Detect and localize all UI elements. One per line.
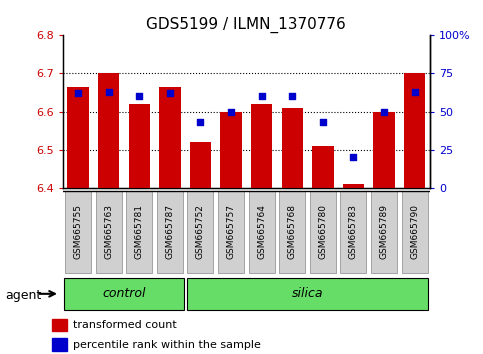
Bar (98, 73, 119, 188)
Bar (157, 191, 183, 273)
Bar (220, 112, 242, 188)
Bar (186, 278, 428, 310)
Text: control: control (102, 287, 146, 299)
Point (380, 109, 388, 114)
Bar (218, 191, 244, 273)
Point (258, 93, 266, 99)
Bar (404, 73, 425, 188)
Text: GSM665752: GSM665752 (196, 204, 205, 259)
Text: GSM665790: GSM665790 (410, 204, 419, 259)
Bar (251, 104, 272, 188)
Bar (128, 104, 150, 188)
Text: GSM665789: GSM665789 (380, 204, 388, 259)
Bar (343, 184, 364, 188)
Text: GSM665764: GSM665764 (257, 204, 266, 259)
Text: GSM665781: GSM665781 (135, 204, 144, 259)
Bar (53, 338, 67, 351)
Text: GSM665763: GSM665763 (104, 204, 113, 259)
Point (288, 93, 296, 99)
Point (227, 109, 235, 114)
Point (135, 93, 143, 99)
Text: transformed count: transformed count (73, 320, 177, 330)
Text: GSM665780: GSM665780 (318, 204, 327, 259)
Bar (64, 278, 184, 310)
Title: GDS5199 / ILMN_1370776: GDS5199 / ILMN_1370776 (146, 16, 346, 33)
Bar (53, 319, 67, 331)
Bar (65, 191, 91, 273)
Point (319, 119, 327, 125)
Text: GSM665787: GSM665787 (165, 204, 174, 259)
Bar (310, 191, 336, 273)
Bar (190, 142, 211, 188)
Bar (401, 191, 427, 273)
Text: silica: silica (292, 287, 323, 299)
Text: GSM665768: GSM665768 (288, 204, 297, 259)
Bar (282, 108, 303, 188)
Bar (373, 112, 395, 188)
Bar (187, 191, 213, 273)
Text: agent: agent (5, 289, 41, 302)
Text: GSM665755: GSM665755 (73, 204, 83, 259)
Bar (68, 87, 89, 188)
Point (197, 119, 204, 125)
Bar (279, 191, 305, 273)
Text: percentile rank within the sample: percentile rank within the sample (73, 339, 261, 350)
Text: GSM665783: GSM665783 (349, 204, 358, 259)
Bar (312, 146, 333, 188)
Bar (249, 191, 275, 273)
Bar (126, 191, 152, 273)
Point (74, 90, 82, 96)
Point (411, 89, 418, 95)
Bar (371, 191, 397, 273)
Point (166, 90, 174, 96)
Bar (341, 191, 367, 273)
Point (105, 89, 113, 95)
Text: GSM665757: GSM665757 (227, 204, 236, 259)
Bar (96, 191, 122, 273)
Bar (159, 87, 181, 188)
Point (350, 154, 357, 160)
